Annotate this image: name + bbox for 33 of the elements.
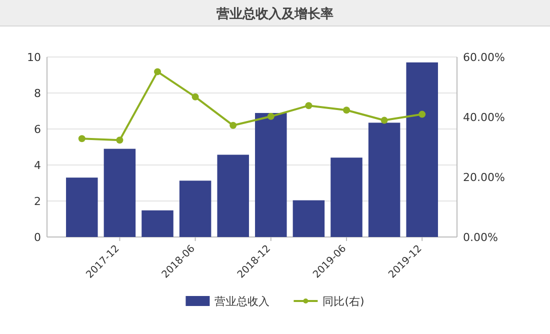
point (116, 136, 124, 144)
bar (217, 154, 249, 237)
y-tick-label: 10 (27, 51, 41, 64)
bar (142, 210, 174, 237)
bar (292, 200, 325, 237)
point (305, 102, 312, 110)
bar (66, 178, 98, 237)
y2-tick-label: 40.00% (463, 111, 505, 124)
y2-tick-label: 0.00% (463, 231, 498, 244)
point (267, 112, 274, 120)
bar (406, 62, 438, 237)
y2-tick-label: 60.00% (463, 51, 505, 64)
point (154, 68, 161, 76)
y2-tick-label: 20.00% (463, 171, 505, 184)
point (192, 93, 199, 100)
legend-label: 同比(右) (322, 295, 364, 308)
point (380, 116, 388, 124)
point (418, 110, 426, 118)
y-tick-label: 8 (34, 87, 41, 100)
point (230, 122, 237, 129)
bar (179, 180, 212, 237)
y-tick-label: 6 (34, 123, 41, 136)
bar (104, 148, 136, 237)
y-tick-label: 0 (34, 231, 41, 244)
chart-title: 营业总收入及增长率 (216, 6, 334, 22)
point (78, 135, 86, 142)
y-tick-label: 4 (34, 159, 41, 172)
bar (368, 122, 400, 237)
legend-label: 营业总收入 (214, 295, 270, 308)
bar (330, 158, 362, 237)
point (343, 106, 350, 114)
y-tick-label: 2 (34, 195, 41, 208)
bar (255, 112, 287, 237)
